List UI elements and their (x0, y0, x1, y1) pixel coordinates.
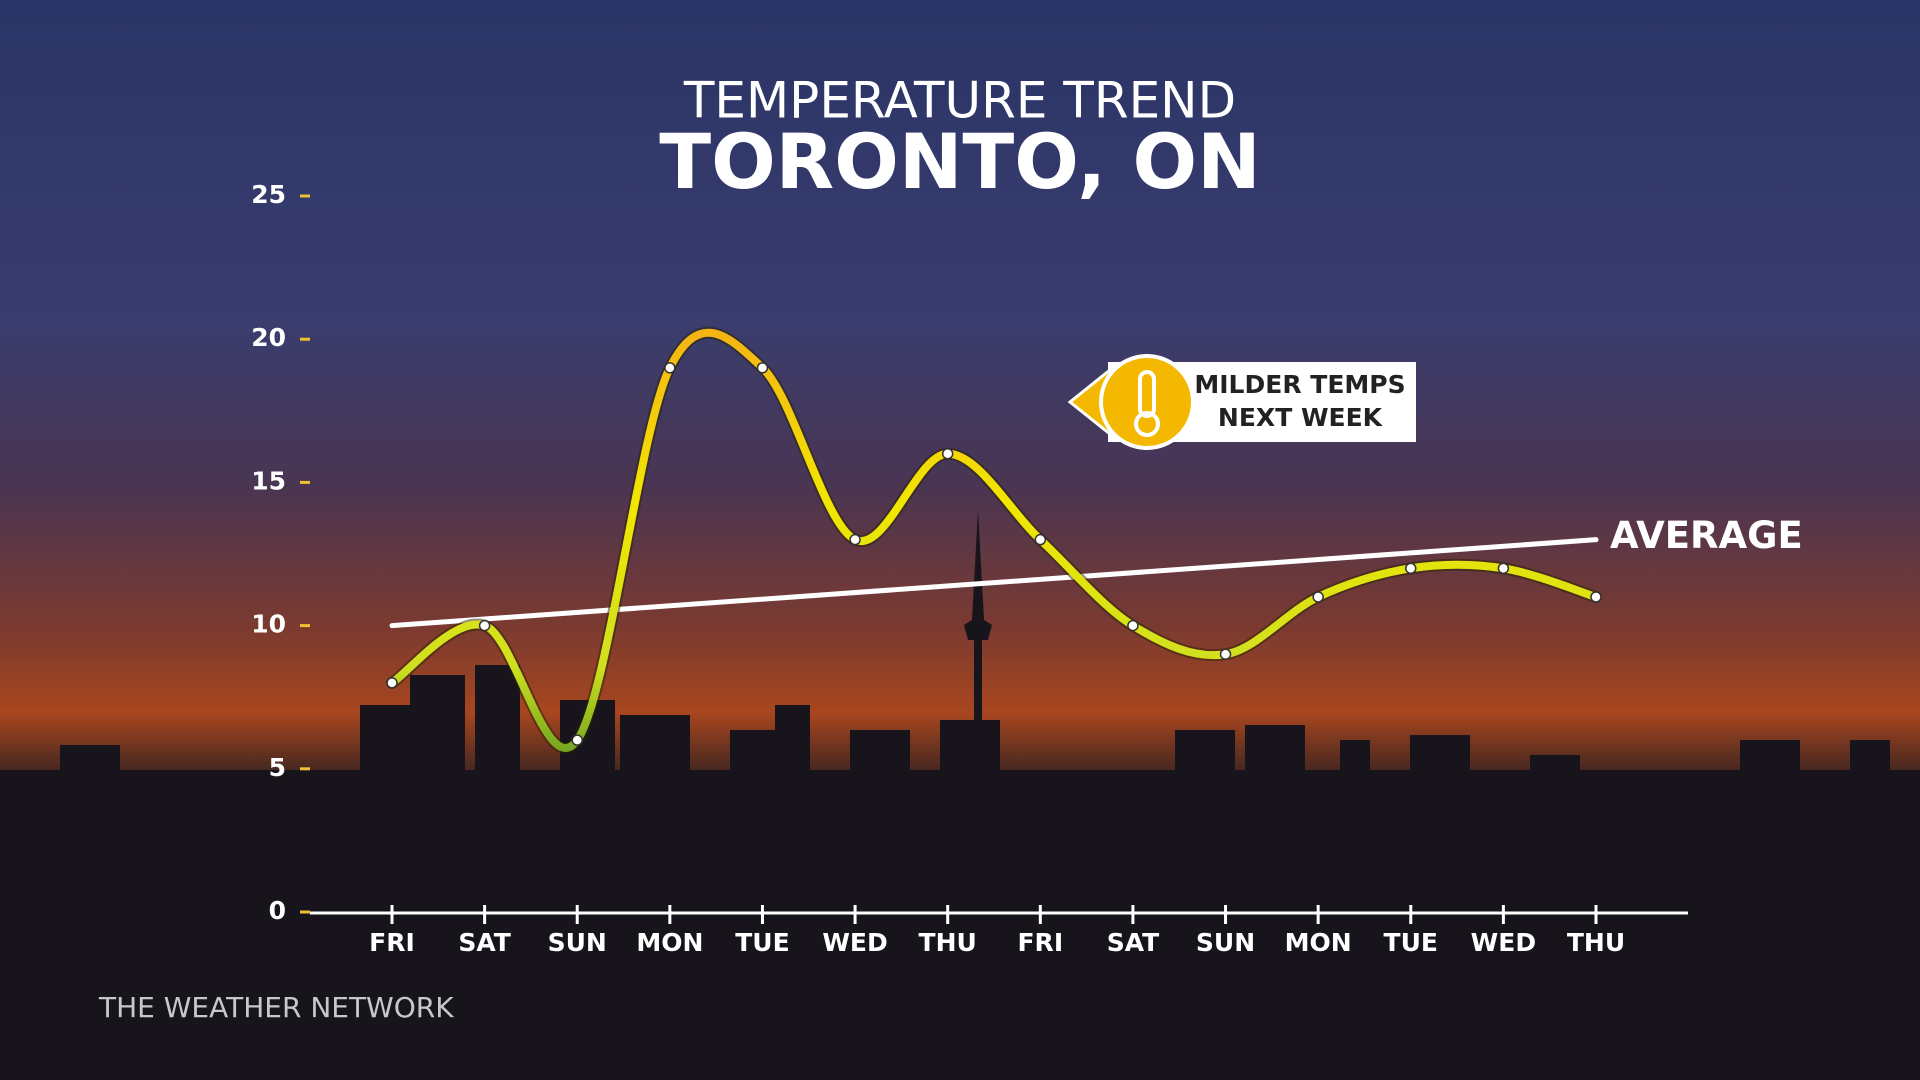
data-point (849, 533, 861, 546)
data-point (1312, 591, 1324, 603)
data-point (1590, 591, 1602, 603)
chart-title: TEMPERATURE TREND (683, 72, 1236, 130)
data-point (1497, 562, 1510, 575)
x-tick-label: WED (1471, 928, 1536, 957)
icon-detail (1138, 370, 1156, 418)
average-line (389, 537, 1599, 629)
data-point (1034, 533, 1047, 546)
data-point (478, 619, 491, 632)
x-tick-label: FRI (369, 928, 415, 957)
data-point (571, 734, 583, 746)
x-tick-label: MON (636, 928, 703, 957)
x-tick-label: TUE (735, 928, 789, 957)
x-tick-label: WED (822, 928, 887, 957)
x-tick-label: SAT (458, 928, 510, 957)
x-tick-label: MON (1285, 928, 1352, 957)
y-tick-label: 10 (251, 610, 286, 639)
x-tick-label: THU (919, 928, 977, 957)
x-tick-label: SUN (1196, 928, 1255, 957)
y-tick-label: 15 (251, 466, 286, 495)
data-point (664, 362, 676, 374)
data-point (756, 362, 769, 374)
y-tick-label: 20 (251, 323, 286, 352)
annotation: MILDER TEMPS NEXT WEEK (1067, 354, 1416, 450)
skyline (0, 510, 1920, 1080)
chart-subtitle: TORONTO, ON (659, 117, 1261, 206)
icon-detail (1134, 411, 1160, 437)
x-tick-label: SAT (1107, 928, 1159, 957)
data-point (941, 448, 954, 460)
thermometer-icon (1099, 354, 1195, 450)
y-tick-label: 5 (269, 753, 286, 782)
data-point (386, 677, 398, 689)
annotation-text: MILDER TEMPS (1194, 370, 1405, 399)
x-tick-label: FRI (1017, 928, 1063, 957)
data-point (1127, 619, 1139, 632)
average-label: AVERAGE (1610, 514, 1803, 557)
y-tick-label: 25 (251, 180, 286, 209)
data-point (1405, 562, 1417, 575)
y-tick-label: 0 (269, 896, 286, 925)
source: THE WEATHER NETWORK (98, 991, 454, 1024)
annotation-text: NEXT WEEK (1218, 403, 1384, 432)
x-tick-label: TUE (1384, 928, 1438, 957)
x-tick-label: SUN (548, 928, 607, 957)
x-tick-label: THU (1567, 928, 1625, 957)
data-point (1219, 648, 1232, 660)
